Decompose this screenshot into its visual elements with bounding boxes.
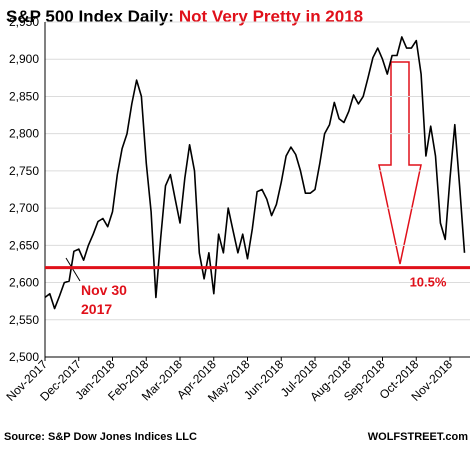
y-tick-label: 2,500 (9, 350, 39, 364)
annotation: 2017 (81, 301, 112, 317)
drop-arrow (378, 61, 422, 265)
y-tick-label: 2,650 (9, 238, 39, 252)
y-tick-label: 2,800 (9, 127, 39, 141)
credit: WOLFSTREET.com (368, 431, 468, 443)
y-tick-label: 2,550 (9, 313, 39, 327)
chart-title-line: S&P 500 Index Daily: Not Very Pretty in 2… (6, 7, 363, 26)
source: Source: S&P Dow Jones Indices LLC (4, 431, 197, 443)
y-tick-label: 2,900 (9, 52, 39, 66)
annotation: Nov 30 (81, 282, 127, 298)
chart-subtitle: Not Very Pretty in 2018 (179, 7, 363, 26)
y-tick-label: 2,600 (9, 276, 39, 290)
index-line (44, 36, 466, 310)
reference-label: 10.5% (410, 275, 447, 290)
annotation-pointer (65, 257, 81, 282)
y-tick-label: 2,700 (9, 201, 39, 215)
y-tick-label: 2,750 (9, 164, 39, 178)
chart-title: S&P 500 Index Daily: (6, 7, 174, 26)
y-tick-label: 2,950 (9, 15, 39, 29)
y-tick-label: 2,850 (9, 89, 39, 103)
